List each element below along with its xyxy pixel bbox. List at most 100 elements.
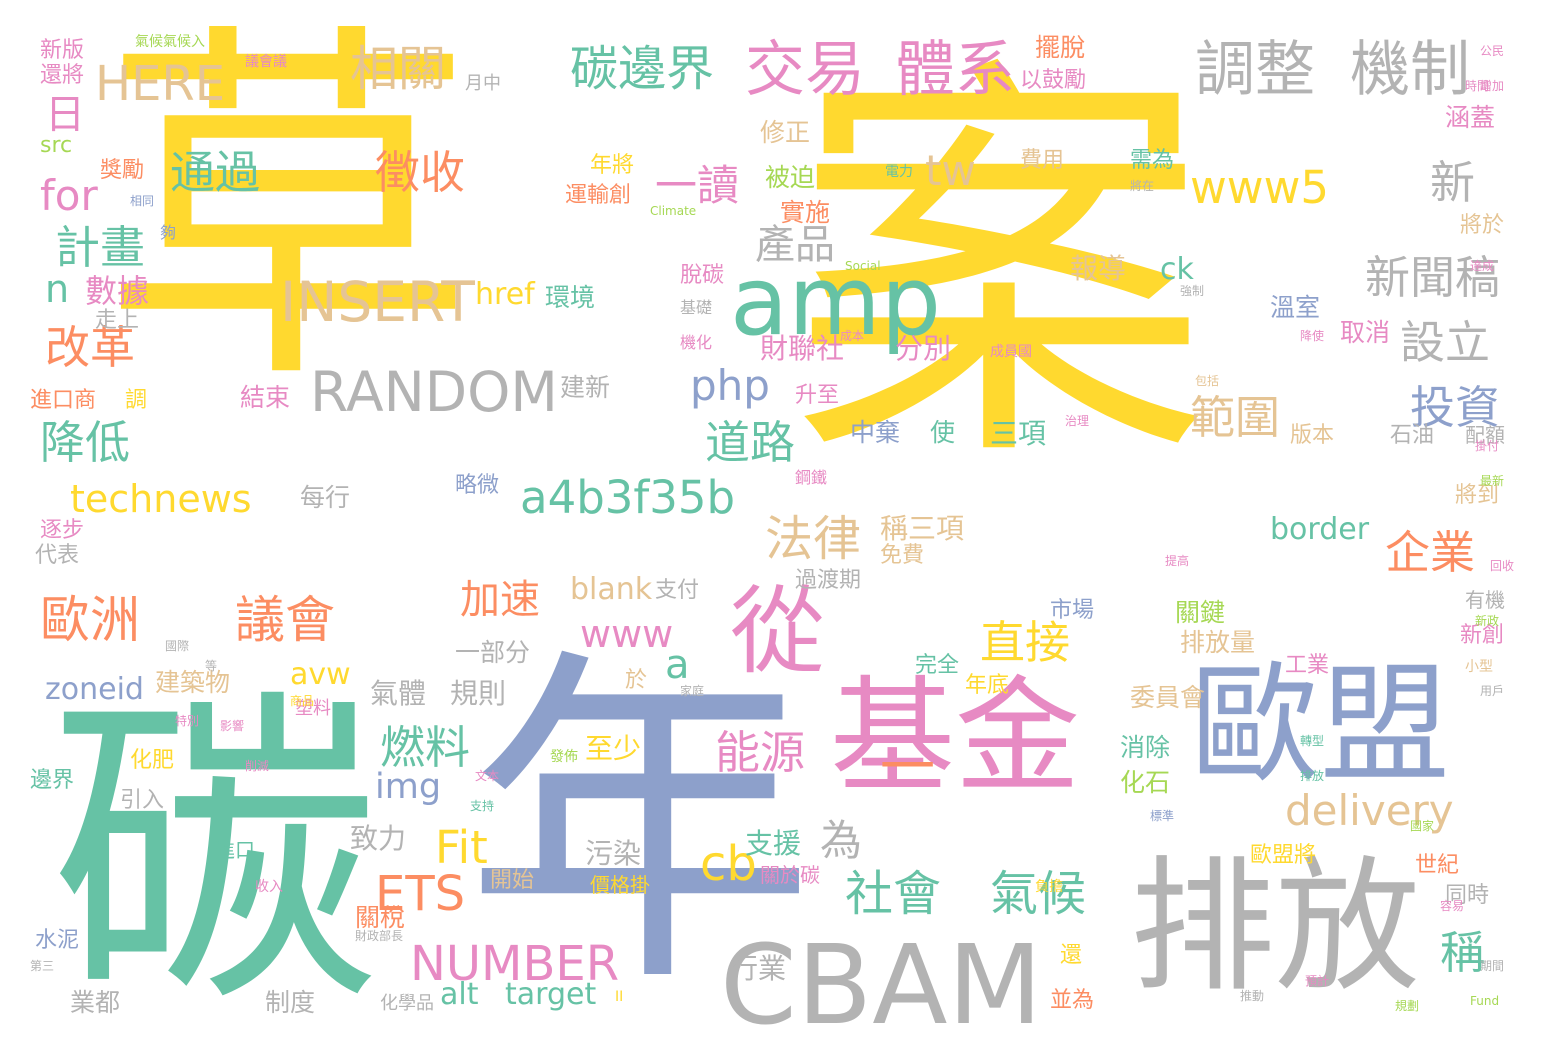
cloud-word: 支付 bbox=[655, 578, 700, 603]
cloud-word: 成本 bbox=[840, 329, 865, 343]
cloud-word: 於 bbox=[625, 668, 648, 693]
cloud-word: 將到 bbox=[1455, 483, 1500, 508]
cloud-word: 道路 bbox=[705, 416, 796, 469]
cloud-word: 產品 bbox=[755, 222, 835, 268]
cloud-word: 文本 bbox=[475, 769, 500, 783]
cloud-word: INSERT bbox=[280, 270, 475, 334]
cloud-word: 燃料 bbox=[380, 721, 471, 774]
cloud-word: 掛付 bbox=[1475, 439, 1500, 453]
cloud-word: 用戶 bbox=[1480, 684, 1505, 698]
cloud-word: 一部分 bbox=[455, 638, 531, 667]
cloud-word: 規劃 bbox=[1395, 999, 1420, 1013]
cloud-word: 塑料 bbox=[295, 698, 331, 719]
cloud-word: 運輸創 bbox=[565, 183, 632, 208]
cloud-word: blank bbox=[570, 572, 653, 607]
cloud-word: 計畫 bbox=[55, 221, 146, 274]
cloud-word: a bbox=[665, 642, 690, 688]
cloud-word: 進口 bbox=[215, 838, 255, 862]
cloud-word: 社會 bbox=[845, 866, 942, 922]
cloud-word: 引入 bbox=[120, 788, 165, 813]
cloud-word: for bbox=[40, 171, 98, 220]
cloud-word: 容易 bbox=[1440, 899, 1465, 913]
cloud-word: 價格掛 bbox=[590, 873, 650, 897]
cloud-word: 擺脫 bbox=[1035, 33, 1086, 62]
cloud-word: 水泥 bbox=[35, 928, 80, 953]
cloud-word: 商品 bbox=[290, 694, 315, 708]
cloud-word: 削減 bbox=[245, 759, 270, 773]
cloud-word: 徵收 bbox=[375, 146, 466, 199]
cloud-word: 中棄 bbox=[850, 418, 901, 447]
cloud-word: 新政 bbox=[1475, 614, 1500, 628]
cloud-word: 並為 bbox=[1050, 988, 1095, 1013]
cloud-word: 年 bbox=[465, 621, 815, 1029]
cloud-word: 世紀 bbox=[1415, 853, 1460, 878]
cloud-word: 月中 bbox=[465, 73, 501, 94]
cloud-word: 影響 bbox=[220, 719, 245, 733]
cloud-word: 費用 bbox=[1020, 148, 1065, 173]
cloud-word: 收入 bbox=[255, 879, 283, 895]
cloud-word: 建新 bbox=[560, 373, 611, 402]
cloud-word: 脫碳 bbox=[680, 263, 725, 288]
cloud-word: border bbox=[1270, 512, 1370, 547]
cloud-word: 排放量 bbox=[1180, 628, 1256, 657]
cloud-word: 還 bbox=[1060, 943, 1083, 968]
cloud-word: 案 bbox=[790, 25, 1210, 514]
cloud-word: 化學品 bbox=[380, 993, 434, 1014]
cloud-word: 小型 bbox=[1465, 659, 1493, 675]
cloud-word: 免費 bbox=[880, 543, 925, 568]
cloud-word: 關鍵 bbox=[1175, 598, 1226, 627]
cloud-word: 發佈 bbox=[550, 749, 578, 765]
cloud-word: href bbox=[475, 277, 535, 312]
cloud-word: 溫室 bbox=[1270, 293, 1321, 322]
cloud-word: 報導 bbox=[1070, 252, 1127, 285]
cloud-word: 降低 bbox=[40, 416, 131, 469]
cloud-word: 涵蓋 bbox=[1445, 103, 1496, 132]
cloud-word: CBAM bbox=[720, 921, 1043, 1049]
cloud-word: 過渡期 bbox=[795, 568, 862, 593]
cloud-word: 三項 bbox=[990, 417, 1047, 450]
cloud-word: 行業 bbox=[730, 952, 787, 985]
cloud-word: 加速 bbox=[460, 577, 540, 623]
cloud-word: 議會議 bbox=[245, 54, 287, 70]
cloud-word: 體系 bbox=[895, 35, 1015, 105]
cloud-word: 年底 bbox=[965, 673, 1010, 698]
cloud-word: 降使 bbox=[1300, 329, 1325, 343]
cloud-word: II bbox=[615, 989, 624, 1005]
cloud-word: 相關 bbox=[350, 41, 447, 97]
cloud-word: 年將 bbox=[590, 153, 635, 178]
cloud-word: 增加 bbox=[1480, 79, 1505, 93]
cloud-word: 財聯社 bbox=[760, 332, 845, 365]
cloud-word: 交易 bbox=[745, 35, 865, 105]
cloud-word: 基礎 bbox=[680, 298, 713, 317]
cloud-word: 鋼鐵 bbox=[795, 468, 828, 487]
cloud-word: 實施 bbox=[780, 198, 831, 227]
cloud-word: cb bbox=[700, 836, 757, 892]
cloud-word: 新聞稿 bbox=[1365, 251, 1501, 304]
cloud-word: 建築物 bbox=[155, 668, 231, 697]
cloud-word: 代表 bbox=[35, 543, 80, 568]
cloud-word: 為 bbox=[820, 816, 863, 865]
cloud-word: HERE bbox=[95, 56, 226, 112]
cloud-word: 污染 bbox=[585, 837, 642, 870]
cloud-word: 機制 bbox=[1350, 35, 1470, 105]
cloud-word: 提高 bbox=[1165, 554, 1190, 568]
cloud-word: Social bbox=[845, 259, 881, 273]
cloud-word: 業都 bbox=[70, 988, 121, 1017]
cloud-word: Fit bbox=[435, 821, 488, 874]
cloud-word: 治理 bbox=[1065, 414, 1090, 428]
cloud-word: 議會 bbox=[235, 591, 335, 649]
cloud-word: 歐盟 bbox=[1190, 649, 1451, 801]
cloud-word: 公民 bbox=[1480, 44, 1505, 58]
cloud-word: 排放 bbox=[1130, 843, 1420, 1012]
cloud-word: 歐盟將 bbox=[1250, 843, 1317, 868]
cloud-word: 夠 bbox=[160, 223, 177, 242]
cloud-word: tw bbox=[925, 146, 976, 195]
cloud-word: 通過 bbox=[170, 146, 261, 199]
cloud-word: NUMBER bbox=[410, 936, 620, 992]
cloud-word: 工業 bbox=[1285, 653, 1330, 678]
cloud-word: 草 bbox=[100, 0, 475, 430]
cloud-word: ck bbox=[1160, 252, 1194, 287]
cloud-word: 版本 bbox=[1290, 423, 1335, 448]
cloud-word: 直接 bbox=[980, 616, 1071, 669]
